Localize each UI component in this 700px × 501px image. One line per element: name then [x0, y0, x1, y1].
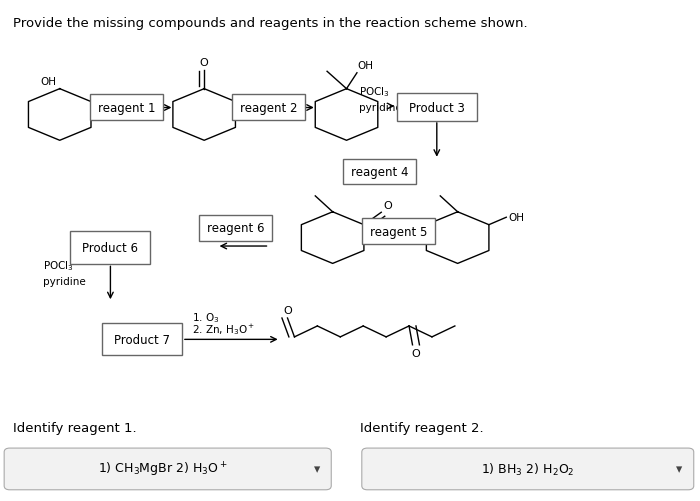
FancyBboxPatch shape — [4, 448, 331, 490]
Text: POCl$_3$: POCl$_3$ — [43, 259, 74, 273]
Text: O: O — [199, 58, 209, 68]
FancyBboxPatch shape — [102, 324, 181, 356]
FancyBboxPatch shape — [71, 232, 150, 264]
Text: Identify reagent 2.: Identify reagent 2. — [360, 421, 484, 434]
Text: Product 6: Product 6 — [83, 241, 139, 255]
Text: 2. Zn, H$_3$O$^+$: 2. Zn, H$_3$O$^+$ — [192, 322, 255, 337]
Text: O: O — [412, 348, 420, 358]
FancyBboxPatch shape — [362, 448, 694, 490]
FancyBboxPatch shape — [199, 215, 272, 241]
Text: O: O — [283, 306, 292, 316]
FancyBboxPatch shape — [344, 159, 416, 185]
Text: reagent 1: reagent 1 — [97, 101, 155, 114]
Text: Product 3: Product 3 — [409, 101, 465, 114]
FancyBboxPatch shape — [232, 95, 305, 121]
Text: OH: OH — [41, 77, 56, 87]
Text: O: O — [384, 200, 392, 210]
FancyBboxPatch shape — [397, 94, 477, 122]
Text: reagent 5: reagent 5 — [370, 225, 427, 238]
Text: reagent 6: reagent 6 — [206, 222, 264, 234]
FancyBboxPatch shape — [90, 95, 163, 121]
Text: ▾: ▾ — [314, 462, 320, 475]
Text: POCl$_3$: POCl$_3$ — [359, 85, 390, 99]
Text: pyridine: pyridine — [43, 276, 86, 286]
Text: reagent 4: reagent 4 — [351, 166, 409, 179]
Text: OH: OH — [357, 61, 373, 71]
Text: ▾: ▾ — [676, 462, 682, 475]
Text: reagent 2: reagent 2 — [240, 101, 298, 114]
Text: Product 7: Product 7 — [113, 333, 169, 346]
Text: 1. O$_3$: 1. O$_3$ — [192, 311, 219, 325]
Text: Provide the missing compounds and reagents in the reaction scheme shown.: Provide the missing compounds and reagen… — [13, 17, 528, 30]
Text: pyridine: pyridine — [359, 103, 402, 113]
Text: 1) BH$_3$ 2) H$_2$O$_2$: 1) BH$_3$ 2) H$_2$O$_2$ — [481, 461, 575, 477]
FancyBboxPatch shape — [362, 219, 435, 244]
Text: OH: OH — [508, 213, 524, 223]
Text: 1) CH$_3$MgBr 2) H$_3$O$^+$: 1) CH$_3$MgBr 2) H$_3$O$^+$ — [98, 460, 228, 478]
Text: Identify reagent 1.: Identify reagent 1. — [13, 421, 137, 434]
